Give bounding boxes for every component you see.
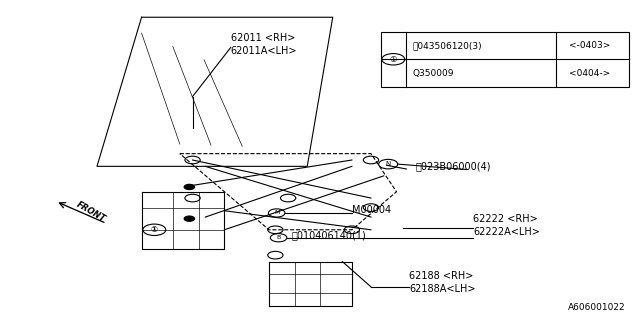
Circle shape — [184, 184, 195, 189]
Text: ⒱010406140(1): ⒱010406140(1) — [291, 230, 366, 240]
Text: N: N — [385, 161, 391, 167]
Text: B: B — [276, 235, 281, 240]
Circle shape — [184, 216, 195, 221]
Bar — [381, 32, 629, 87]
Text: <0404->: <0404-> — [568, 69, 610, 78]
Text: M00004: M00004 — [352, 205, 391, 215]
Text: M: M — [274, 211, 279, 215]
Text: FRONT: FRONT — [74, 200, 107, 224]
Text: Q350009: Q350009 — [412, 69, 454, 78]
Text: 62222A<LH>: 62222A<LH> — [473, 227, 540, 236]
Text: ①: ① — [390, 55, 397, 64]
Text: A606001022: A606001022 — [568, 303, 626, 312]
Text: Ⓜ023B06000(4): Ⓜ023B06000(4) — [415, 162, 491, 172]
Text: Ⓜ043506120(3): Ⓜ043506120(3) — [412, 41, 482, 50]
Text: 62188A<LH>: 62188A<LH> — [409, 284, 476, 294]
Text: 62222 <RH>: 62222 <RH> — [473, 214, 538, 224]
Text: 62188 <RH>: 62188 <RH> — [409, 271, 474, 281]
Text: <-0403>: <-0403> — [568, 41, 610, 50]
Text: ①: ① — [151, 225, 158, 234]
Text: 62011A<LH>: 62011A<LH> — [231, 46, 298, 56]
Text: 62011 <RH>: 62011 <RH> — [231, 33, 295, 43]
